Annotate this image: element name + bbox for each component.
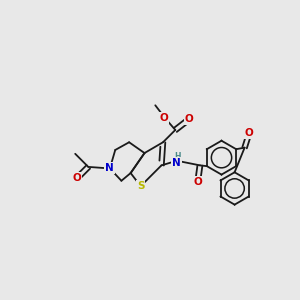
Text: O: O [193,177,202,187]
Text: O: O [245,128,254,138]
Text: N: N [106,164,114,173]
Text: S: S [137,181,144,191]
Text: O: O [159,113,168,123]
Text: H: H [174,152,181,161]
Text: N: N [172,158,181,168]
Text: O: O [72,173,81,184]
Text: O: O [185,114,194,124]
